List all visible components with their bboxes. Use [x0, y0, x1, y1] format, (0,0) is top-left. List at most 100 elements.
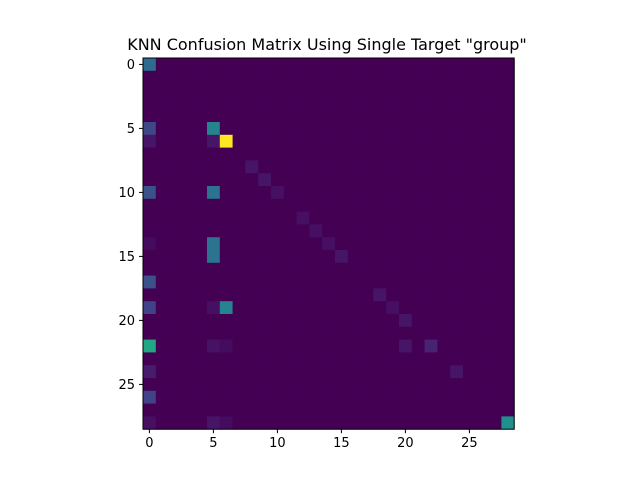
heatmap-cell — [322, 83, 336, 97]
heatmap-cell — [245, 186, 259, 200]
heatmap-cell — [360, 198, 374, 212]
heatmap-cell — [437, 147, 451, 161]
heatmap-cell — [245, 352, 259, 366]
heatmap-cell — [437, 352, 451, 366]
heatmap-cell — [219, 58, 233, 72]
heatmap-cell — [386, 109, 400, 123]
heatmap-cell — [155, 198, 169, 212]
heatmap-cell — [322, 275, 336, 289]
heatmap-cell — [335, 198, 349, 212]
heatmap-cell — [463, 147, 477, 161]
heatmap-cell — [143, 173, 157, 187]
heatmap-cell — [181, 160, 195, 174]
heatmap-cell — [424, 186, 438, 200]
heatmap-cell — [437, 70, 451, 84]
heatmap-cell — [245, 326, 259, 340]
heatmap-cell — [475, 237, 489, 251]
heatmap-cell — [207, 224, 221, 238]
heatmap-cell — [283, 262, 297, 276]
heatmap-cell — [488, 186, 502, 200]
heatmap-cell — [309, 250, 323, 264]
heatmap-cell — [424, 96, 438, 110]
heatmap-cell — [488, 314, 502, 328]
heatmap-cell — [143, 58, 157, 72]
heatmap-cell — [271, 301, 285, 315]
axes-frame — [142, 57, 515, 430]
heatmap-cell — [399, 378, 413, 392]
heatmap-cell — [194, 70, 208, 84]
heatmap-cell — [245, 147, 259, 161]
heatmap-cell — [283, 365, 297, 379]
heatmap-cell — [232, 134, 246, 148]
heatmap-cell — [360, 288, 374, 302]
heatmap-cell — [424, 326, 438, 340]
heatmap-cell — [335, 83, 349, 97]
heatmap-cell — [463, 198, 477, 212]
heatmap-cell — [411, 339, 425, 353]
heatmap-cell — [168, 173, 182, 187]
heatmap-cell — [296, 365, 310, 379]
heatmap-cell — [424, 122, 438, 136]
heatmap-cell — [232, 416, 246, 430]
heatmap-cell — [168, 211, 182, 225]
heatmap-cell — [399, 390, 413, 404]
heatmap-cell — [373, 416, 387, 430]
heatmap-cell — [155, 173, 169, 187]
heatmap-cell — [373, 147, 387, 161]
heatmap-cell — [488, 211, 502, 225]
heatmap-cell — [501, 173, 515, 187]
heatmap-cell — [194, 134, 208, 148]
heatmap-cell — [501, 224, 515, 238]
heatmap-cell — [360, 339, 374, 353]
heatmap-cell — [143, 211, 157, 225]
heatmap-cell — [219, 326, 233, 340]
heatmap-cell — [424, 301, 438, 315]
heatmap-cell — [155, 275, 169, 289]
heatmap-cell — [309, 390, 323, 404]
heatmap-cell — [360, 58, 374, 72]
heatmap-cell — [322, 147, 336, 161]
heatmap-cell — [194, 339, 208, 353]
heatmap-cell — [335, 378, 349, 392]
heatmap-cell — [296, 83, 310, 97]
heatmap-cell — [450, 173, 464, 187]
heatmap-cell — [143, 352, 157, 366]
heatmap-cell — [219, 147, 233, 161]
heatmap-cell — [309, 198, 323, 212]
heatmap-cell — [283, 96, 297, 110]
heatmap-cell — [399, 134, 413, 148]
heatmap-cell — [488, 301, 502, 315]
heatmap-cell — [501, 147, 515, 161]
heatmap-cell — [373, 275, 387, 289]
heatmap-cell — [258, 147, 272, 161]
heatmap-cell — [309, 378, 323, 392]
heatmap-cell — [283, 198, 297, 212]
heatmap-cell — [194, 301, 208, 315]
heatmap-cell — [411, 160, 425, 174]
heatmap-cell — [411, 147, 425, 161]
heatmap-cell — [219, 288, 233, 302]
heatmap-cell — [207, 109, 221, 123]
heatmap-cell — [437, 262, 451, 276]
heatmap-cell — [271, 416, 285, 430]
heatmap-cell — [373, 352, 387, 366]
heatmap-cell — [475, 134, 489, 148]
heatmap-cell — [386, 326, 400, 340]
heatmap-cell — [322, 109, 336, 123]
heatmap-cell — [258, 326, 272, 340]
heatmap-cell — [373, 288, 387, 302]
heatmap-cell — [463, 211, 477, 225]
heatmap-cell — [463, 262, 477, 276]
heatmap-cell — [309, 58, 323, 72]
heatmap-cell — [501, 70, 515, 84]
heatmap-cell — [194, 237, 208, 251]
heatmap-cell — [501, 326, 515, 340]
heatmap-cell — [424, 109, 438, 123]
heatmap-cell — [245, 237, 259, 251]
heatmap-cell — [373, 96, 387, 110]
heatmap-cell — [245, 122, 259, 136]
heatmap-cell — [194, 224, 208, 238]
heatmap-cell — [181, 122, 195, 136]
heatmap-cell — [181, 378, 195, 392]
heatmap-cell — [347, 262, 361, 276]
